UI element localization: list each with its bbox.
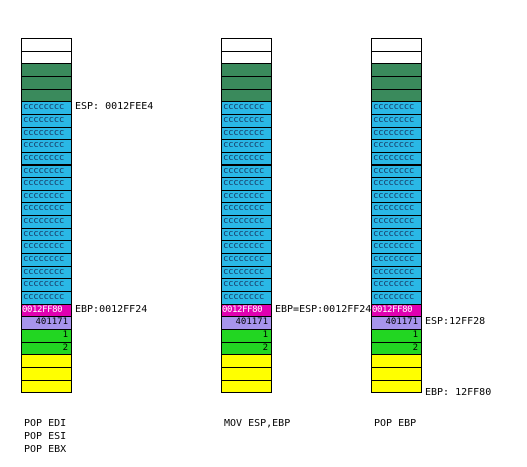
- stack-cell: 401171: [21, 316, 72, 330]
- stack-cell: cccccccc: [21, 126, 72, 141]
- stack-cell: 2: [371, 341, 422, 356]
- instruction-line: POP EDI: [24, 418, 67, 429]
- stack-cell: 0012FF80: [221, 303, 272, 318]
- instruction-line: POP ESI: [24, 431, 67, 442]
- stack-cell: [21, 366, 72, 381]
- stack-cell: [221, 366, 272, 381]
- stack-cell: cccccccc: [221, 177, 272, 191]
- stack-cell: cccccccc: [221, 253, 272, 267]
- stack-cell: [371, 88, 422, 103]
- stack-cell: [371, 354, 422, 368]
- stack-cell: cccccccc: [371, 151, 422, 166]
- stack-cell: 1: [371, 328, 422, 343]
- stack-cell: cccccccc: [21, 278, 72, 292]
- stack-cell: 1: [221, 328, 272, 343]
- stack-cell: cccccccc: [221, 151, 272, 166]
- instruction-caption: POP EDI POP ESI POP EBX: [24, 417, 66, 456]
- stack-cell: cccccccc: [371, 253, 422, 267]
- stack-cell: cccccccc: [21, 227, 72, 242]
- stack-cell: cccccccc: [21, 215, 72, 229]
- stack-cell: [371, 38, 422, 52]
- stack-cell: cccccccc: [221, 240, 272, 255]
- stack-cell: cccccccc: [221, 278, 272, 292]
- stack-cell: [371, 63, 422, 77]
- stack-cell: cccccccc: [21, 113, 72, 128]
- stack-cell: [21, 88, 72, 103]
- instruction-line: MOV ESP,EBP: [224, 418, 291, 429]
- stack-cell: [221, 354, 272, 368]
- stack-cell: [371, 75, 422, 90]
- register-label: EBP:0012FF24: [75, 303, 148, 315]
- stack-cell: cccccccc: [21, 139, 72, 153]
- stack-cell: 401171: [371, 316, 422, 330]
- register-label: ESP: 0012FEE4: [75, 101, 154, 113]
- stack-cell: 2: [21, 341, 72, 356]
- stack-cell: cccccccc: [221, 113, 272, 128]
- stack-cell: cccccccc: [371, 278, 422, 292]
- instruction-caption: MOV ESP,EBP: [224, 417, 290, 430]
- stack-cell: cccccccc: [21, 291, 72, 305]
- instruction-line: POP EBP: [374, 418, 417, 429]
- stack-cell: cccccccc: [221, 227, 272, 242]
- stack-cell: cccccccc: [21, 189, 72, 204]
- stack-cell: 2: [221, 341, 272, 356]
- instruction-line: POP EBX: [24, 444, 67, 455]
- stack-cell: cccccccc: [221, 101, 272, 115]
- stack-cell: cccccccc: [21, 240, 72, 255]
- stack-cell: cccccccc: [221, 291, 272, 305]
- stack-cell: cccccccc: [21, 177, 72, 191]
- stack-cell: [221, 379, 272, 394]
- stack-cell: cccccccc: [221, 265, 272, 280]
- stack-cell: 1: [21, 328, 72, 343]
- stack-cell: cccccccc: [371, 101, 422, 115]
- stack-cell: [221, 63, 272, 77]
- stack-cell: cccccccc: [371, 215, 422, 229]
- stack-cell: cccccccc: [371, 164, 422, 179]
- stack-cell: cccccccc: [221, 215, 272, 229]
- register-label: EBP: 12FF80: [425, 387, 492, 399]
- stack-cell: cccccccc: [371, 265, 422, 280]
- stack-cell: cccccccc: [371, 113, 422, 128]
- stack-cell: [21, 379, 72, 394]
- stack-cell: [21, 38, 72, 52]
- stack-cell: 401171: [221, 316, 272, 330]
- stack-cell: cccccccc: [221, 164, 272, 179]
- stack-cell: cccccccc: [371, 227, 422, 242]
- register-label: EBP=ESP:0012FF24: [275, 303, 372, 315]
- stack-cell: cccccccc: [221, 189, 272, 204]
- stack-cell: [21, 75, 72, 90]
- stack-cell: 0012FF80: [21, 303, 72, 318]
- stack-cell: cccccccc: [21, 253, 72, 267]
- stack-cell: cccccccc: [371, 291, 422, 305]
- stack-cell: [21, 50, 72, 65]
- stack-cell: cccccccc: [221, 139, 272, 153]
- stack-cell: cccccccc: [21, 265, 72, 280]
- stack-cell: [221, 50, 272, 65]
- stack-cell: cccccccc: [371, 177, 422, 191]
- stack-cell: cccccccc: [371, 126, 422, 141]
- stack-cell: cccccccc: [371, 189, 422, 204]
- stack-cell: [221, 75, 272, 90]
- stack-cell: cccccccc: [221, 126, 272, 141]
- stack-cell: cccccccc: [21, 151, 72, 166]
- instruction-caption: POP EBP: [374, 417, 416, 430]
- stack-cell: cccccccc: [221, 202, 272, 217]
- register-label: ESP:12FF28: [425, 316, 486, 328]
- stack-cell: cccccccc: [21, 202, 72, 217]
- stack-cell: [21, 63, 72, 77]
- stack-cell: cccccccc: [371, 202, 422, 217]
- stack-cell: [371, 366, 422, 381]
- stack-cell: cccccccc: [371, 240, 422, 255]
- stack-cell: [21, 354, 72, 368]
- stack-cell: [371, 379, 422, 394]
- stack-cell: [221, 38, 272, 52]
- stack-cell: cccccccc: [371, 139, 422, 153]
- stack-cell: [371, 50, 422, 65]
- stack-cell: cccccccc: [21, 164, 72, 179]
- stack-cell: [221, 88, 272, 103]
- stack-cell: cccccccc: [21, 101, 72, 115]
- stack-cell: 0012FF80: [371, 303, 422, 318]
